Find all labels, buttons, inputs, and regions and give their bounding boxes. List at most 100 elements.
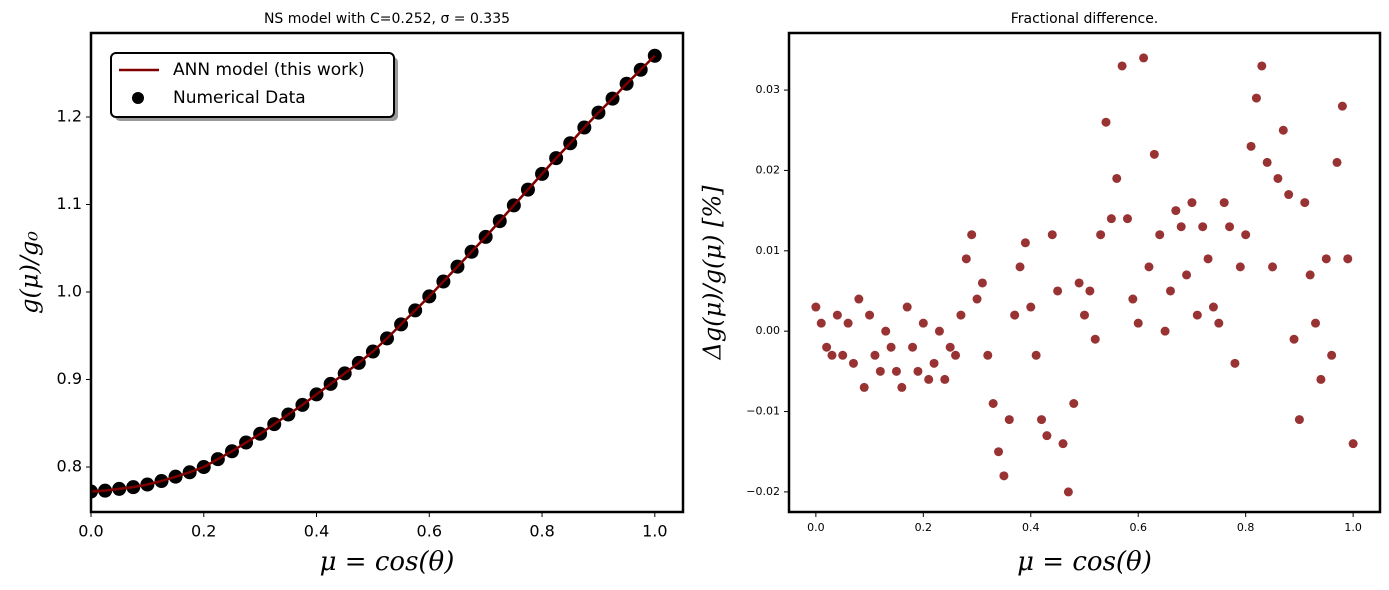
point — [945, 342, 955, 352]
axes-frame — [89, 31, 685, 514]
y-axis-label: Δg(μ)/g(μ) [%] — [699, 185, 727, 361]
point — [822, 342, 832, 352]
point — [1090, 334, 1100, 344]
x-tick-label: 0.2 — [191, 522, 216, 541]
point — [865, 310, 875, 320]
point — [1311, 318, 1321, 328]
point — [983, 350, 993, 360]
point — [1300, 198, 1310, 208]
x-tick-label: 0.6 — [417, 522, 442, 541]
point — [1343, 254, 1353, 264]
point — [1106, 214, 1116, 224]
point — [1133, 318, 1143, 328]
point — [1246, 141, 1256, 151]
point — [1294, 415, 1304, 425]
point — [1004, 415, 1014, 425]
point — [859, 382, 869, 392]
point — [1251, 93, 1261, 103]
point — [1316, 374, 1326, 384]
point — [1063, 487, 1073, 497]
point — [881, 326, 891, 336]
point — [1241, 230, 1251, 240]
y-tick-label: 0.03 — [756, 83, 781, 96]
point — [972, 294, 982, 304]
point — [1122, 214, 1132, 224]
point — [1219, 198, 1229, 208]
point — [1015, 262, 1025, 272]
point — [1139, 53, 1149, 63]
point — [999, 471, 1009, 481]
point — [1235, 262, 1245, 272]
point — [816, 318, 826, 328]
point — [1278, 125, 1288, 135]
y-axis-label: g(μ)/g₀ — [16, 231, 44, 314]
point — [1225, 222, 1235, 232]
y-tick-label: 0.8 — [57, 457, 82, 476]
point — [1182, 270, 1192, 280]
point — [913, 366, 923, 376]
line — [91, 54, 656, 493]
point — [1031, 350, 1041, 360]
point — [1198, 222, 1208, 232]
y-tick-label: 1.1 — [57, 194, 82, 213]
point — [875, 366, 885, 376]
legend — [110, 52, 395, 118]
point — [1171, 206, 1181, 216]
point — [988, 399, 998, 409]
x-tick-label: 0.8 — [1237, 521, 1255, 534]
point — [1026, 302, 1036, 312]
point — [854, 294, 864, 304]
point — [1085, 286, 1095, 296]
point — [1047, 230, 1057, 240]
point — [1117, 61, 1127, 71]
point — [811, 302, 821, 312]
point — [1155, 230, 1165, 240]
plot-area — [91, 48, 662, 499]
point — [1192, 310, 1202, 320]
point — [951, 350, 961, 360]
point — [929, 358, 939, 368]
point — [924, 374, 934, 384]
y-tick-label: 0.9 — [57, 369, 82, 388]
point — [1160, 326, 1170, 336]
x-tick-label: 0.2 — [915, 521, 933, 534]
point — [1284, 190, 1294, 200]
point — [1112, 173, 1122, 183]
point — [1348, 439, 1358, 449]
chart-title: Fractional difference. — [1011, 11, 1159, 27]
x-tick-label: 1.0 — [1344, 521, 1362, 534]
point — [1020, 238, 1030, 248]
point — [1101, 117, 1111, 127]
point — [886, 342, 896, 352]
x-tick-label: 0.0 — [807, 521, 825, 534]
x-axis-label: μ = cos(θ) — [320, 547, 455, 577]
point — [967, 230, 977, 240]
point — [1268, 262, 1278, 272]
point — [891, 366, 901, 376]
point — [832, 310, 842, 320]
point — [1096, 230, 1106, 240]
chart-title: NS model with C=0.252, σ = 0.335 — [264, 11, 510, 27]
legend-marker — [132, 92, 144, 104]
point — [994, 447, 1004, 457]
y-tick-label: 0.02 — [756, 163, 781, 176]
point — [1262, 157, 1272, 167]
point — [1165, 286, 1175, 296]
x-tick-label: 0.8 — [529, 522, 554, 541]
point — [918, 318, 928, 328]
point — [902, 302, 912, 312]
point — [1042, 431, 1052, 441]
subplot: NS model with C=0.252, σ = 0.335 μ = cos(… — [16, 11, 685, 577]
point — [870, 350, 880, 360]
axes-frame — [787, 31, 1382, 514]
point — [1037, 415, 1047, 425]
x-axis-label: μ = cos(θ) — [1017, 547, 1152, 577]
point — [1187, 198, 1197, 208]
point — [956, 310, 966, 320]
point — [908, 342, 918, 352]
point — [1332, 157, 1342, 167]
point — [1273, 173, 1283, 183]
point — [1214, 318, 1224, 328]
point — [977, 278, 987, 288]
